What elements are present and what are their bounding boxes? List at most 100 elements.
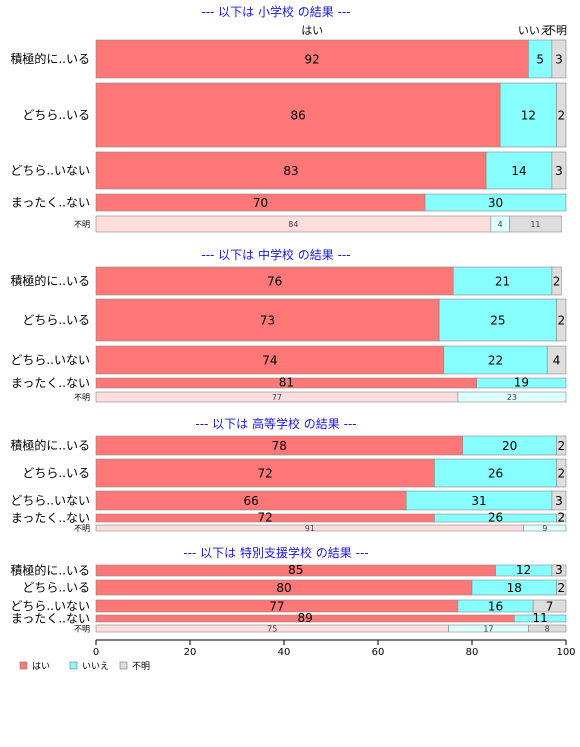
category-label: 不明 [74,393,90,402]
data-label: 2 [557,439,565,453]
category-label: まったく..ない [11,376,90,390]
category-label: どちら..いない [10,599,90,613]
bar-segment [556,82,567,148]
data-label: 26 [488,511,503,525]
data-label: 7 [546,599,554,613]
legend-swatch [119,661,128,670]
data-label: 12 [521,108,536,122]
legend-label: 不明 [132,661,150,672]
data-label: 3 [555,494,563,508]
bar-segment [556,513,567,523]
data-label: 11 [533,611,548,625]
data-label: 86 [290,108,305,122]
x-tick-label: 40 [278,647,291,658]
bar-segment [95,151,487,190]
category-label: どちら..いない [10,164,90,178]
bar-segment [551,564,567,577]
data-label: 2 [553,274,561,288]
data-label: 4 [553,353,561,367]
data-label: 25 [490,313,505,327]
bar-segment [551,151,567,190]
data-label: 2 [557,313,565,327]
data-label: 2 [557,511,565,525]
x-tick-label: 100 [556,647,575,658]
bar-segment [457,391,567,403]
data-label: 3 [555,52,563,66]
bar-segment [476,377,567,389]
category-label: どちら..いる [22,108,90,122]
data-label: 4 [498,220,503,229]
data-label: 91 [305,524,315,533]
bar-segment [95,345,445,375]
data-label: 14 [511,164,526,178]
bar-segment [95,298,440,342]
bar-segment [443,345,548,375]
category-label: まったく..ない [11,612,90,626]
bar-segment [434,458,557,488]
bar-segment [551,266,562,296]
bar-segment [424,193,567,212]
panel-title: --- 以下は 特別支援学校 の結果 --- [183,545,368,560]
category-label: どちら..いる [22,581,90,595]
x-tick-label: 0 [93,647,99,658]
bar-segment [523,524,567,532]
panel-title: --- 以下は 小学校 の結果 --- [201,4,350,19]
bar-segment [452,266,553,296]
x-tick-label: 60 [372,647,385,658]
data-label: 2 [557,108,565,122]
data-label: 72 [258,511,273,525]
data-label: 26 [488,466,503,480]
data-label: 76 [267,274,282,288]
data-label: 12 [516,563,531,577]
category-label: 不明 [74,625,90,634]
data-label: 78 [272,439,287,453]
data-label: 30 [488,196,503,210]
top-label-unknown: 不明 [545,24,567,37]
legend-swatch [19,661,28,670]
data-label: 66 [243,494,258,508]
data-label: 73 [260,313,275,327]
category-label: まったく..ない [11,511,90,525]
data-label: 84 [288,220,298,229]
bar-segment [528,624,567,633]
bar-segment [95,82,501,148]
category-label: どちら..いない [10,494,90,508]
data-label: 22 [488,353,503,367]
data-label: 11 [530,220,540,229]
data-label: 89 [298,611,313,625]
bar-segment [509,215,562,233]
bar-segment [499,82,557,148]
data-label: 19 [514,376,529,390]
data-label: 5 [536,52,544,66]
data-label: 70 [253,196,268,210]
panel-title: --- 以下は 中学校 の結果 --- [201,247,350,262]
data-label: 8 [545,624,550,633]
x-tick-label: 20 [184,647,197,658]
data-label: 83 [283,164,298,178]
bar-segment [532,599,567,613]
data-label: 80 [276,581,291,595]
data-label: 31 [471,494,486,508]
data-label: 75 [267,624,277,633]
data-label: 2 [557,466,565,480]
bar-segment [551,490,567,511]
data-label: 77 [269,599,284,613]
data-label: 23 [507,393,517,402]
data-label: 85 [288,563,303,577]
data-label: 3 [555,164,563,178]
data-label: 74 [262,353,277,367]
x-tick-label: 80 [466,647,479,658]
bar-segment [556,458,567,488]
legend-label: いいえ [82,661,109,672]
legend-swatch [69,661,78,670]
data-label: 9 [542,524,547,533]
data-label: 21 [495,274,510,288]
category-label: どちら..いない [10,353,90,367]
data-label: 17 [483,624,493,633]
category-label: 不明 [74,220,90,229]
top-label-no: いいえ [518,24,551,37]
bar-segment [556,579,567,596]
bar-segment [556,298,567,342]
bar-segment [95,458,435,488]
